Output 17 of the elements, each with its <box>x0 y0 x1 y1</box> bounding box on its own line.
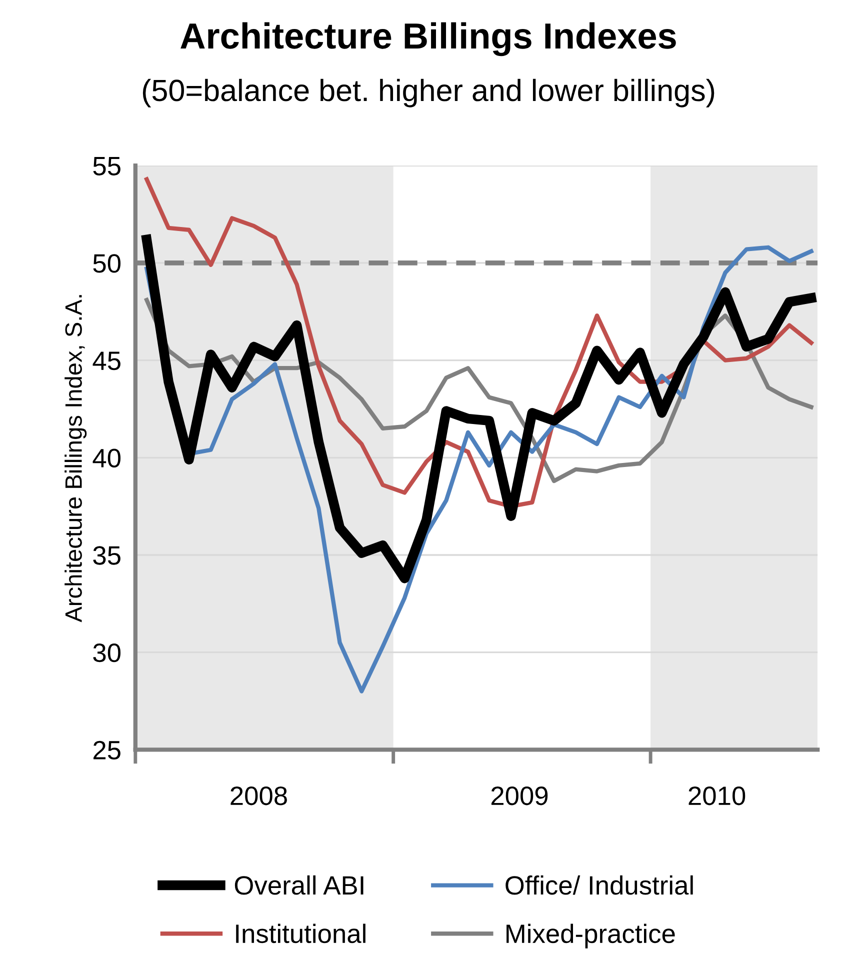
chart-title: Architecture Billings Indexes <box>180 22 676 56</box>
y-tick-label: 25 <box>93 740 120 760</box>
y-tick-label: 35 <box>93 546 120 565</box>
y-tick-label: 30 <box>93 643 120 662</box>
y-axis-title: Architecture Billings Index, S.A. <box>64 295 87 622</box>
y-tick-label: 50 <box>93 254 120 273</box>
x-tick-label: 2009 <box>491 786 548 806</box>
legend-label: Institutional <box>236 924 366 944</box>
legend-label: Mixed-practice <box>506 924 675 948</box>
chart-subtitle: (50=balance bet. higher and lower billings) <box>142 78 714 108</box>
x-tick-label: 2010 <box>688 786 746 806</box>
legend-label: Overall ABI <box>234 875 364 895</box>
legend-label: Office/ Industrial <box>506 875 693 895</box>
x-tick-label: 2008 <box>230 786 287 806</box>
y-tick-label: 40 <box>92 448 120 468</box>
y-tick-label: 55 <box>93 157 120 176</box>
y-tick-label: 45 <box>92 352 120 370</box>
